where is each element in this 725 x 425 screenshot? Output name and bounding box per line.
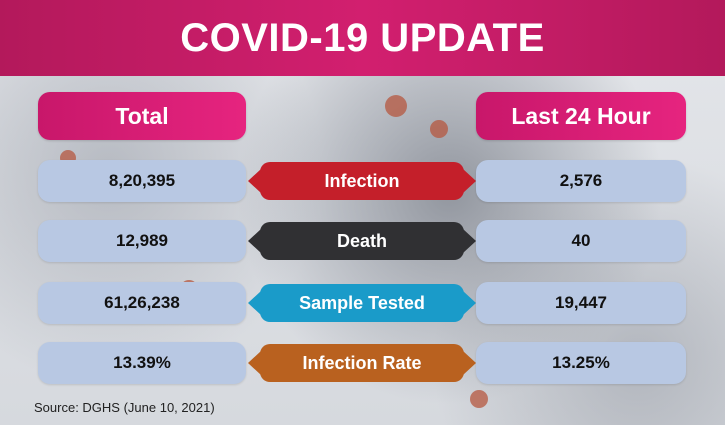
- stat-row-infection: 8,20,395 Infection 2,576: [0, 160, 725, 202]
- virus-spike: [430, 120, 448, 138]
- last24-value: 13.25%: [476, 342, 686, 384]
- last24-column-header: Last 24 Hour: [476, 92, 686, 140]
- last24-value: 19,447: [476, 282, 686, 324]
- stat-label: Sample Tested: [260, 284, 464, 322]
- stat-row-infection-rate: 13.39% Infection Rate 13.25%: [0, 342, 725, 384]
- total-value: 61,26,238: [38, 282, 246, 324]
- virus-spike: [470, 390, 488, 408]
- stat-label: Infection Rate: [260, 344, 464, 382]
- stat-row-sample-tested: 61,26,238 Sample Tested 19,447: [0, 282, 725, 324]
- header-banner: COVID-19 UPDATE: [0, 0, 725, 76]
- total-value: 12,989: [38, 220, 246, 262]
- virus-spike: [385, 95, 407, 117]
- last24-value: 40: [476, 220, 686, 262]
- stat-row-death: 12,989 Death 40: [0, 220, 725, 262]
- total-value: 8,20,395: [38, 160, 246, 202]
- last24-value: 2,576: [476, 160, 686, 202]
- source-note: Source: DGHS (June 10, 2021): [34, 400, 215, 415]
- total-value: 13.39%: [38, 342, 246, 384]
- page-title: COVID-19 UPDATE: [180, 15, 545, 60]
- stat-label: Death: [260, 222, 464, 260]
- total-column-header: Total: [38, 92, 246, 140]
- stat-label: Infection: [260, 162, 464, 200]
